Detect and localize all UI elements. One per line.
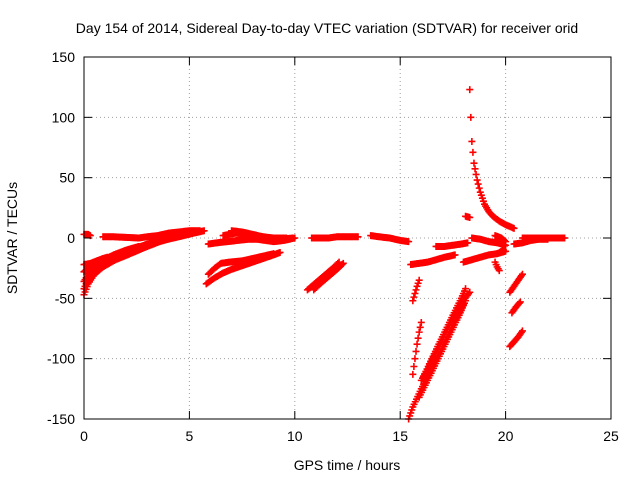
data-point-s18 [417,318,425,326]
data-point-s3 [200,227,208,235]
data-point-s19 [410,293,418,301]
data-point-s18 [414,334,422,342]
data-point-s26 [467,113,475,121]
data-point-s19 [412,286,420,294]
data-point-s26 [474,180,482,188]
x-tick-label: 10 [287,428,303,444]
axis-ticks [83,56,612,420]
data-point-s11 [276,248,284,256]
data-point-s15 [354,233,362,241]
data-point-s32 [515,299,523,307]
y-tick-label: -50 [55,290,75,306]
tick-labels: 0 5 10 15 20 25 -150 -100 -50 0 50 100 150 [47,49,619,444]
data-point-s26 [510,224,518,232]
data-point-s18 [413,340,421,348]
data-point-s26 [468,137,476,145]
data-point-s26 [469,148,477,156]
data-point-s7 [103,253,111,261]
y-tick-label: 100 [52,109,76,125]
data-point-s29 [493,250,501,258]
data-point-s10 [282,234,290,242]
data-point-s18 [415,328,423,336]
y-tick-label: -150 [47,411,75,427]
data-point-s18 [409,370,417,378]
data-point-s19 [409,297,417,305]
x-tick-label: 0 [80,428,88,444]
data-point-s18 [412,347,420,355]
x-tick-label: 5 [186,428,194,444]
y-tick-label: 0 [67,230,75,246]
x-tick-label: 20 [498,428,514,444]
y-tick-label: 50 [59,170,75,186]
data-point-s18 [416,323,424,331]
data-marks [80,86,569,423]
data-point-s33 [518,327,526,335]
data-point-s26 [475,184,483,192]
data-point-s26 [470,159,478,167]
data-point-s14 [338,260,346,268]
data-point-s17 [451,251,459,259]
data-point-s18 [410,363,418,371]
data-point-s9 [289,234,297,242]
data-point-s31 [518,270,526,278]
data-point-s12 [270,250,278,258]
data-point-s35 [561,234,569,242]
data-point-s26 [473,176,481,184]
data-point-s14 [339,259,347,267]
data-point-s26 [471,165,479,173]
data-point-s23 [462,285,470,293]
data-point-s31 [517,272,525,280]
data-point-s18 [411,355,419,363]
data-point-s26 [466,86,474,94]
chart-title: Day 154 of 2014, Sidereal Day-to-day VTE… [76,20,578,36]
data-point-s26 [472,170,480,178]
x-tick-label: 25 [603,428,619,444]
data-point-s24 [464,239,472,247]
data-point-s4 [154,236,162,244]
y-axis-label: SDTVAR / TECUs [4,182,20,294]
data-point-s29 [502,238,510,246]
data-point-s19 [411,290,419,298]
y-tick-label: -100 [47,351,75,367]
data-point-s30 [495,267,503,275]
data-point-s32 [516,298,524,306]
data-point-s27 [466,213,474,221]
y-tick-label: 150 [52,49,76,65]
x-axis-label: GPS time / hours [294,457,401,473]
data-point-s5 [135,242,143,250]
x-tick-label: 15 [392,428,408,444]
data-point-s33 [517,328,525,336]
data-point-s22 [466,288,474,296]
data-point-s19 [415,276,423,284]
data-point-s16 [405,238,413,246]
data-point-s6 [118,248,126,256]
data-point-s29 [501,242,509,250]
